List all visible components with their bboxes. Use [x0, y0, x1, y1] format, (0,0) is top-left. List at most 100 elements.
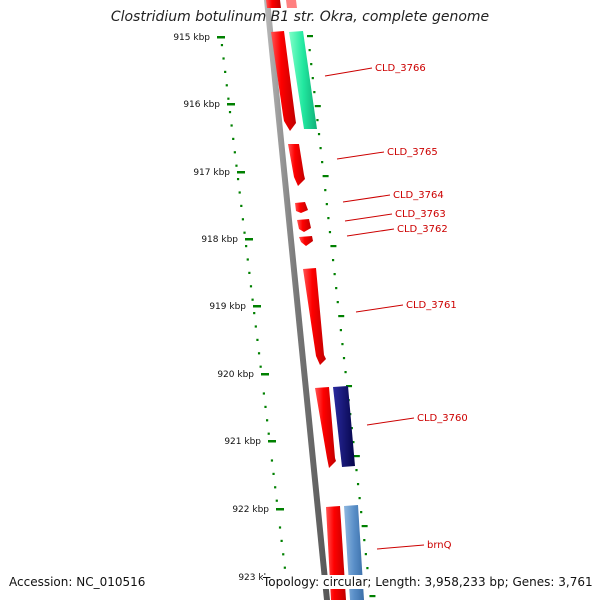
gene-label[interactable]: CLD_3763 [395, 209, 446, 220]
gene-labels: CLD_3766 CLD_3765 CLD_3764 CLD_3763 CLD_3762… [324, 63, 468, 551]
gene-arrow [303, 268, 326, 365]
track-dot [325, 203, 328, 206]
gene-label[interactable]: CLD_3762 [397, 224, 448, 235]
track-dot [342, 357, 346, 360]
track-dot [311, 77, 314, 80]
ruler-dot [222, 57, 225, 60]
ruler-tick [276, 508, 284, 511]
track-dot [344, 371, 347, 374]
ruler-label: 921 kbp [224, 437, 261, 447]
ruler-dot [227, 97, 230, 100]
ruler-dot [246, 258, 249, 261]
track-dot [346, 385, 353, 388]
track-dot [341, 343, 344, 346]
track-dot [319, 147, 322, 150]
ruler-dot [233, 151, 236, 154]
ruler-dot [235, 164, 238, 167]
track-dot [316, 119, 319, 122]
track-dot [338, 315, 345, 318]
ruler-tick [261, 373, 269, 376]
ruler-dot [278, 526, 282, 529]
ruler-dot [248, 271, 251, 274]
ruler-dot [280, 539, 283, 542]
cds-feature [333, 386, 355, 467]
track-dot [361, 525, 368, 528]
ruler-dot [275, 499, 278, 502]
gene-label[interactable]: CLD_3766 [375, 63, 426, 74]
gene-label[interactable]: CLD_3761 [406, 300, 457, 311]
genome-backbone [264, 0, 330, 600]
track-dot [324, 189, 327, 192]
label-leader [355, 304, 404, 313]
ruler-dot [241, 218, 245, 221]
track-dot [314, 105, 321, 108]
gene-label[interactable]: CLD_3760 [417, 413, 468, 424]
ruler-dot [243, 231, 246, 234]
ruler-dot [272, 472, 275, 475]
track-dot [308, 49, 311, 52]
ruler-dot [264, 405, 267, 408]
gene-label[interactable]: CLD_3764 [393, 190, 444, 201]
track-dot [313, 91, 316, 94]
ruler-dot [256, 338, 259, 341]
label-leader [346, 228, 395, 237]
track-dot [350, 427, 353, 430]
gene-label[interactable]: CLD_3765 [387, 147, 438, 158]
genome-stats: Topology: circular; Length: 3,958,233 bp… [263, 575, 593, 589]
track-dot [336, 301, 339, 304]
ruler-dot [225, 84, 228, 87]
gene-arrow [297, 219, 311, 232]
ruler-dot [262, 392, 265, 395]
ruler-label: 917 kbp [193, 168, 230, 178]
ruler-label: 923 kbp [238, 573, 275, 583]
position-ruler: 915 kbp 916 kbp 917 kbp 918 kbp 919 kbp 920 k… [173, 33, 290, 583]
ruler-dot [230, 124, 233, 127]
gene-arrow [266, 0, 281, 8]
track-dot [330, 245, 337, 248]
ruler-dot [283, 566, 286, 569]
ruler-tick [268, 440, 276, 443]
label-leader [376, 544, 425, 550]
track-dot [335, 287, 338, 290]
ruler-dot [266, 419, 269, 422]
label-leader [324, 67, 373, 77]
track-dot [356, 483, 360, 486]
label-leader [342, 194, 391, 203]
ruler-tick [253, 305, 261, 308]
cds-feature [289, 31, 317, 129]
ruler-tick [217, 36, 225, 39]
ruler-dot [220, 44, 224, 47]
track-dot [307, 35, 313, 38]
ruler-tick [237, 171, 245, 174]
track-dot [310, 63, 313, 66]
ruler-dot [274, 486, 277, 489]
ruler-dot [232, 137, 235, 140]
ruler-dot [238, 191, 241, 194]
gene-arrow [299, 236, 313, 246]
ruler-dot [251, 298, 254, 301]
track-dot [352, 441, 355, 444]
ruler-dot [240, 204, 243, 207]
ruler-label: 915 kbp [173, 33, 210, 43]
ruler-dot [259, 365, 262, 368]
track-dot [360, 511, 363, 514]
ruler-dot [254, 325, 257, 328]
track-dot [339, 329, 342, 332]
gene-arrow [271, 31, 296, 131]
track-dot [364, 553, 367, 556]
gene-label[interactable]: brnQ [427, 540, 452, 551]
gene-arrow [288, 144, 305, 186]
track-dot [358, 497, 361, 500]
track-dot [353, 455, 360, 458]
ruler-label: 916 kbp [183, 100, 220, 110]
ruler-label: 918 kbp [201, 235, 238, 245]
gene-arrow [286, 0, 297, 8]
track-dot [331, 259, 335, 262]
ruler-label: 922 kbp [232, 505, 269, 515]
ruler-dot [224, 70, 227, 73]
ruler-dot [245, 245, 248, 248]
track-dot [322, 175, 329, 178]
track-dot [366, 567, 369, 570]
ruler-dot [253, 312, 256, 315]
